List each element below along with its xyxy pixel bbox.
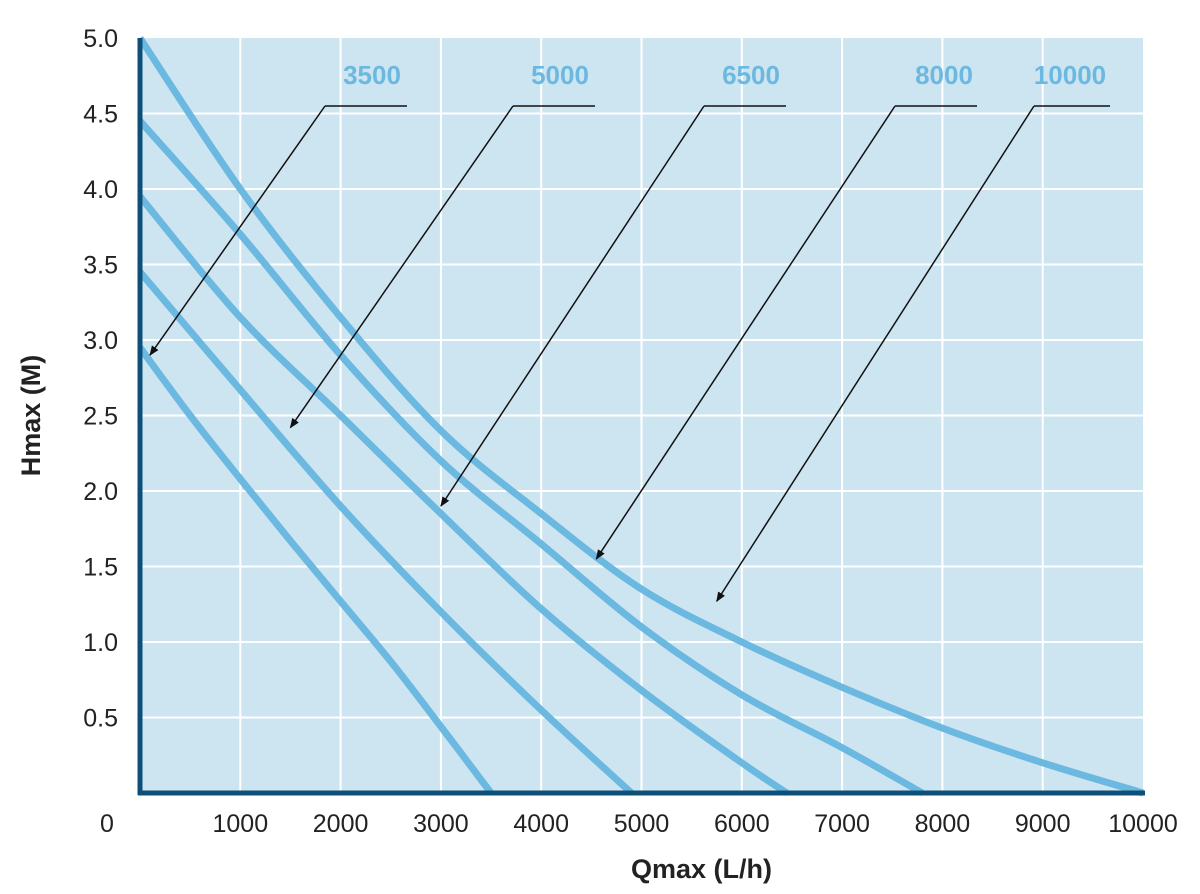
x-axis-label: Qmax (L/h) [631,854,772,884]
series-label-5000: 5000 [531,60,589,90]
grid-lines [140,38,1143,793]
x-tick-label: 5000 [614,810,670,838]
x-tick-label: 7000 [814,810,870,838]
y-tick-label: 0.5 [83,705,118,733]
y-tick-label: 1.5 [83,554,118,582]
x-tick-label: 0 [100,810,114,838]
y-tick-label: 3.0 [83,327,118,355]
y-axis-label: Hmax (M) [16,355,46,477]
series-line-10000 [137,36,1145,797]
series-line-8000 [137,118,925,797]
tick-labels: 0 1000 2000 3000 4000 5000 6000 7000 8000 9000 100… [83,25,1178,838]
x-tick-label: 3000 [413,810,469,838]
axes [137,38,1145,796]
x-tick-label: 4000 [513,810,569,838]
x-tick-label: 2000 [313,810,369,838]
series-annotations: 3500 5000 6500 8000 10000 [149,60,1110,603]
x-tick-label: 6000 [714,810,770,838]
series-label-8000: 8000 [915,60,973,90]
y-tick-label: 2.5 [83,403,118,431]
series-curves [137,36,1145,797]
series-line-5000 [137,269,634,796]
series-label-10000: 10000 [1034,60,1106,90]
series-label-6500: 6500 [722,60,780,90]
y-tick-label: 3.5 [83,252,118,280]
y-tick-label: 2.0 [83,478,118,506]
annotation-arrow [716,105,1035,603]
annotation-arrow [440,105,705,507]
x-tick-label: 9000 [1015,810,1071,838]
x-tick-label: 8000 [915,810,971,838]
x-tick-label: 10000 [1108,810,1178,838]
annotation-arrow [289,105,514,429]
y-tick-label: 5.0 [83,25,118,53]
annotation-arrow [595,105,896,560]
annotation-arrow [149,105,326,356]
y-tick-label: 1.0 [83,629,118,657]
series-label-3500: 3500 [343,60,401,90]
x-tick-label: 1000 [212,810,268,838]
series-line-3500 [137,345,494,796]
y-tick-label: 4.0 [83,176,118,204]
y-tick-label: 4.5 [83,101,118,129]
series-line-6500 [137,194,789,796]
